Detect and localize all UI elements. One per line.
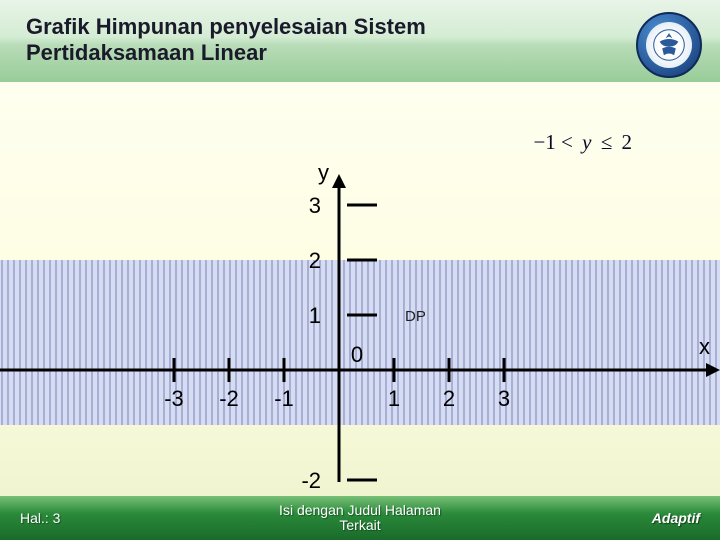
x-tick-label: 3 xyxy=(498,386,510,411)
x-tick-label: -3 xyxy=(164,386,184,411)
footer-caption-line1: Isi dengan Judul Halaman xyxy=(279,502,441,518)
page-number: Hal.: 3 xyxy=(20,510,60,526)
slide-footer: Hal.: 3 Isi dengan Judul Halaman Terkait… xyxy=(0,496,720,540)
origin-label: 0 xyxy=(351,342,363,367)
x-tick-label: -2 xyxy=(219,386,239,411)
region-label: DP xyxy=(405,308,426,325)
footer-brand: Adaptif xyxy=(652,510,700,526)
y-arrow-icon xyxy=(332,174,346,188)
slide-header: Grafik Himpunan penyelesaian Sistem Pert… xyxy=(0,0,720,82)
logo-badge xyxy=(636,12,702,78)
x-axis-label: x xyxy=(699,334,710,359)
inequality-chart: yx-3-2-10123321-2DP xyxy=(0,82,720,496)
tut-wuri-icon xyxy=(652,28,686,62)
y-tick-label: 1 xyxy=(309,303,321,328)
slide-body: −1 < y ≤ 2 yx-3-2-10123321-2DP xyxy=(0,82,720,496)
y-axis-label: y xyxy=(318,160,329,185)
y-tick-label: 2 xyxy=(309,248,321,273)
y-tick-label: 3 xyxy=(309,193,321,218)
x-tick-label: 1 xyxy=(388,386,400,411)
logo-inner xyxy=(646,22,692,68)
x-tick-label: 2 xyxy=(443,386,455,411)
y-tick-label: -2 xyxy=(301,468,321,493)
slide-title: Grafik Himpunan penyelesaian Sistem Pert… xyxy=(26,10,586,67)
footer-caption-line2: Terkait xyxy=(339,517,380,533)
x-tick-label: -1 xyxy=(274,386,294,411)
slide-root: Grafik Himpunan penyelesaian Sistem Pert… xyxy=(0,0,720,540)
footer-caption: Isi dengan Judul Halaman Terkait xyxy=(279,503,441,532)
